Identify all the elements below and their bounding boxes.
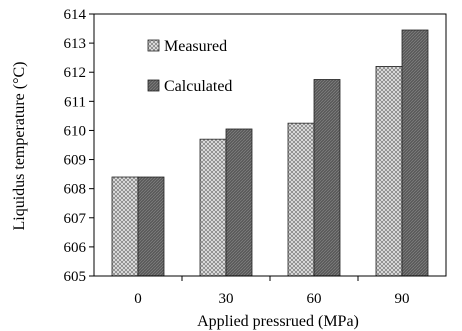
bar-calculated-60 <box>313 79 341 277</box>
x-tick-label: 60 <box>307 291 322 307</box>
bar-measured-60 <box>287 122 315 277</box>
y-axis-title: Liquidus temperature (°C) <box>11 61 28 230</box>
y-tick-label: 608 <box>64 182 87 198</box>
x-tick-label: 90 <box>395 291 410 307</box>
y-tick-label: 605 <box>64 269 87 285</box>
x-tick-label: 30 <box>219 291 234 307</box>
y-tick-label: 606 <box>64 240 87 256</box>
plot-frame <box>93 13 447 277</box>
bar-measured-30 <box>199 138 227 277</box>
legend-swatch-measured <box>147 39 160 52</box>
x-tick-label: 0 <box>134 291 142 307</box>
legend-label-measured: Measured <box>164 38 227 55</box>
legend: Measured Calculated <box>147 38 232 95</box>
y-tick-label: 609 <box>64 153 87 169</box>
bar-calculated-90 <box>401 29 429 277</box>
legend-label-calculated: Calculated <box>164 78 232 95</box>
legend-swatch-calculated <box>147 79 160 92</box>
y-axis-ticks: 605 606 607 608 609 610 611 612 613 614 <box>64 7 94 285</box>
y-tick-label: 611 <box>64 94 86 110</box>
y-tick-label: 614 <box>64 7 87 23</box>
y-tick-label: 607 <box>64 211 87 227</box>
bar-measured-90 <box>375 66 403 277</box>
y-tick-label: 613 <box>64 36 87 52</box>
x-axis-ticks: 0 30 60 90 <box>134 276 410 307</box>
bar-series <box>111 29 429 277</box>
y-tick-label: 612 <box>64 65 87 81</box>
bar-measured-0 <box>111 176 139 277</box>
bar-calculated-30 <box>225 128 253 277</box>
y-tick-label: 610 <box>64 123 87 139</box>
bar-calculated-0 <box>137 176 165 277</box>
x-axis-title: Applied pressrued (MPa) <box>197 313 359 330</box>
